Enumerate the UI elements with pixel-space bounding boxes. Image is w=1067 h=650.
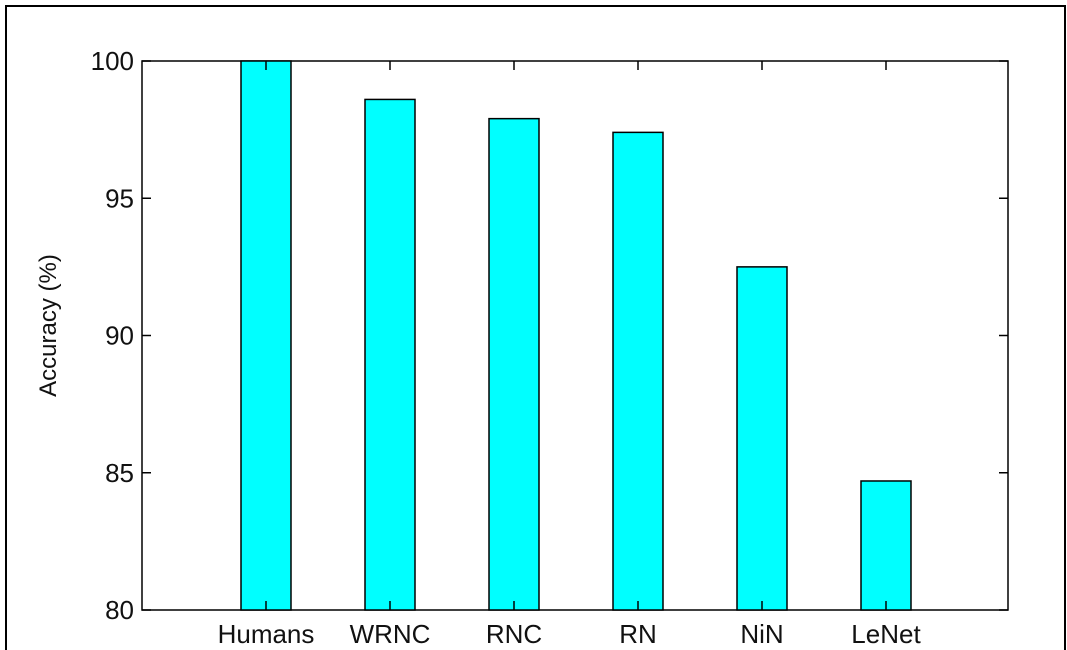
x-tick-label: RN [619,619,657,649]
bar-lenet [860,480,912,611]
bar-nin [736,266,788,611]
y-ticks-group: 80 85 90 95 100 [91,46,1008,625]
x-tick-label: WRNC [350,619,431,649]
x-tick-label: LeNet [851,619,921,649]
x-tick-label: NiN [740,619,783,649]
x-ticks-group: Humans WRNC RNC RN NiN LeNet [218,61,921,649]
y-tick-label: 95 [105,183,134,213]
bar-rn [612,131,664,611]
y-tick-label: 100 [91,46,134,76]
bar-rnc [488,117,540,611]
figure-border [5,5,1066,650]
y-tick-label: 80 [105,595,134,625]
y-axis-label: Accuracy (%) [35,254,62,397]
x-tick-label: RNC [486,619,542,649]
bars-group [240,60,912,611]
bar-wrnc [364,98,416,611]
y-tick-label: 85 [105,458,134,488]
y-tick-label: 90 [105,321,134,351]
x-tick-label: Humans [218,619,315,649]
bar-humans [240,60,292,611]
